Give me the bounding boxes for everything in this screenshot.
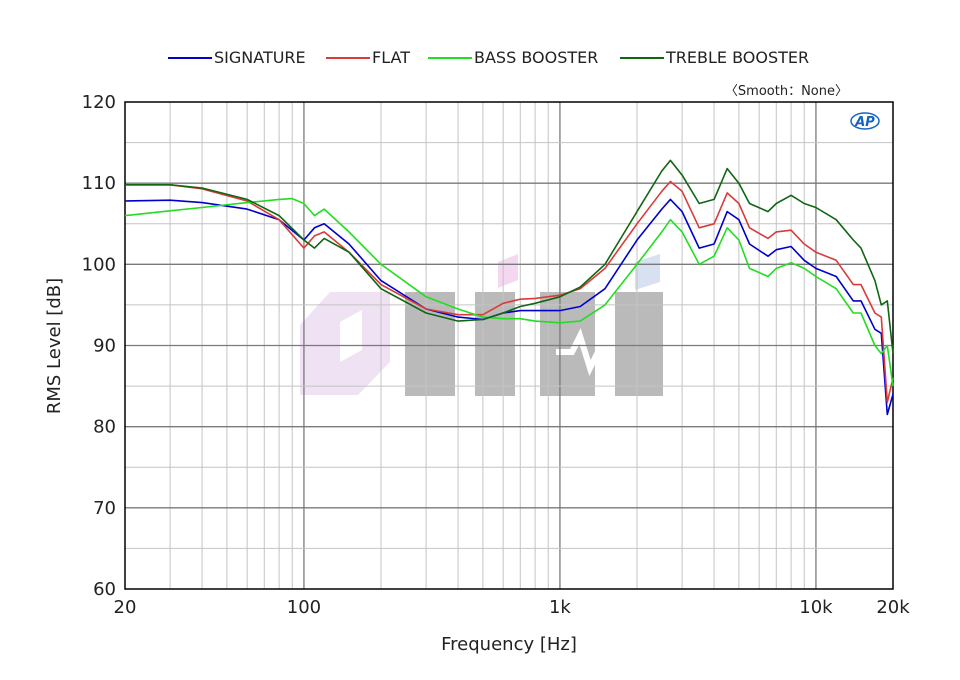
y-tick-label: 80 (93, 417, 116, 438)
series-line-bass-booster (124, 197, 894, 387)
y-tick-label: 120 (82, 92, 116, 113)
smoothing-annotation: 〈Smooth：None〉 (725, 84, 848, 99)
ap-logo-text: AP (854, 115, 875, 130)
legend-label: BASS BOOSTER (474, 48, 598, 67)
x-tick-label: 10k (799, 597, 833, 618)
x-tick-label: 20 (114, 597, 137, 618)
y-axis-ticks: 60 70 80 90 100 110 120 (82, 92, 116, 600)
plot-frame (124, 101, 894, 590)
series-line-signature (124, 198, 894, 416)
ap-logo: AP (850, 112, 880, 130)
x-axis-ticks: 20 100 1k 10k 20k (114, 597, 911, 618)
y-tick-label: 70 (93, 498, 116, 519)
y-tick-label: 90 (93, 336, 116, 357)
y-tick-label: 60 (93, 579, 116, 600)
y-tick-label: 110 (82, 173, 116, 194)
x-axis-title: Frequency [Hz] (441, 634, 577, 655)
series-layer (124, 159, 894, 416)
legend-label: FLAT (372, 48, 410, 67)
legend: SIGNATURE FLAT BASS BOOSTER TREBLE BOOSTER (168, 48, 809, 67)
series-line-flat (125, 180, 894, 404)
legend-label: SIGNATURE (214, 48, 306, 67)
y-tick-label: 100 (82, 254, 116, 275)
series-line-treble-booster (125, 159, 894, 354)
legend-label: TREBLE BOOSTER (665, 48, 809, 67)
chart-grid (125, 102, 893, 589)
x-tick-label: 100 (287, 597, 321, 618)
x-tick-label: 1k (549, 597, 571, 618)
y-axis-title: RMS Level [dB] (44, 278, 65, 414)
x-tick-label: 20k (876, 597, 910, 618)
watermark-logo (300, 254, 663, 396)
